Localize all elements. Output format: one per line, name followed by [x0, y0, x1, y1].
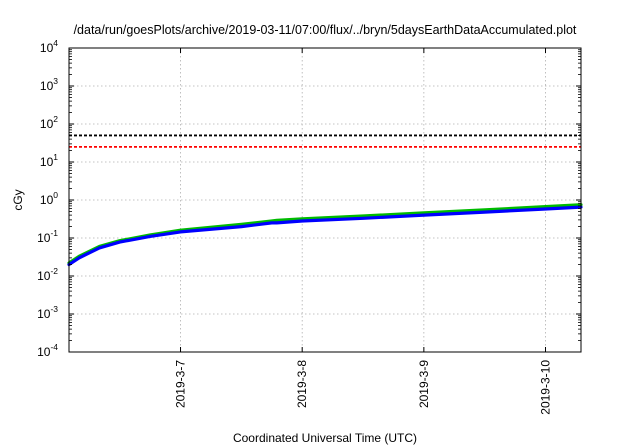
- y-tick-base: 10: [40, 155, 54, 169]
- y-tick-exponent: 4: [53, 38, 58, 48]
- y-tick-label: 100: [40, 190, 58, 207]
- y-tick-label: 10-2: [37, 266, 58, 283]
- y-tick-base: 10: [37, 269, 51, 283]
- y-tick-exponent: 3: [53, 76, 58, 86]
- y-tick-label: 101: [40, 152, 58, 169]
- y-tick-base: 10: [37, 345, 51, 359]
- y-tick-base: 10: [40, 117, 54, 131]
- y-tick-base: 10: [37, 307, 51, 321]
- y-tick-base: 10: [40, 41, 54, 55]
- series-line: [67, 205, 583, 267]
- y-tick-exponent: -4: [50, 342, 58, 352]
- y-tick-label: 10-3: [37, 304, 58, 321]
- x-tick-label: 2019-3-10: [539, 360, 553, 415]
- y-tick-base: 10: [37, 231, 51, 245]
- y-tick-exponent: -3: [50, 304, 58, 314]
- y-tick-label: 10-4: [37, 342, 58, 359]
- y-tick-label: 10-1: [37, 228, 58, 245]
- threshold-lines: [69, 134, 581, 148]
- x-axis-label: Coordinated Universal Time (UTC): [233, 431, 417, 445]
- y-tick-label: 102: [40, 114, 58, 131]
- y-tick-exponent: -1: [50, 228, 58, 238]
- x-tick-label: 2019-3-7: [174, 360, 188, 408]
- y-tick-exponent: 2: [53, 114, 58, 124]
- x-tick-label: 2019-3-8: [295, 360, 309, 408]
- y-tick-exponent: 0: [53, 190, 58, 200]
- grid: [69, 48, 581, 352]
- y-tick-label: 103: [40, 76, 58, 93]
- y-tick-base: 10: [40, 79, 54, 93]
- y-tick-label: 104: [40, 38, 58, 55]
- x-axis-ticks: 2019-3-7 2019-3-8 2019-3-9 2019-3-10: [174, 48, 553, 415]
- series-line: [67, 203, 583, 265]
- chart-title: /data/run/goesPlots/archive/2019-03-11/0…: [74, 23, 577, 37]
- y-tick-exponent: -2: [50, 266, 58, 276]
- y-tick-base: 10: [40, 193, 54, 207]
- y-axis-label: cGy: [11, 189, 25, 210]
- series-lines: [67, 203, 583, 267]
- y-tick-exponent: 1: [53, 152, 58, 162]
- x-tick-label: 2019-3-9: [417, 360, 431, 408]
